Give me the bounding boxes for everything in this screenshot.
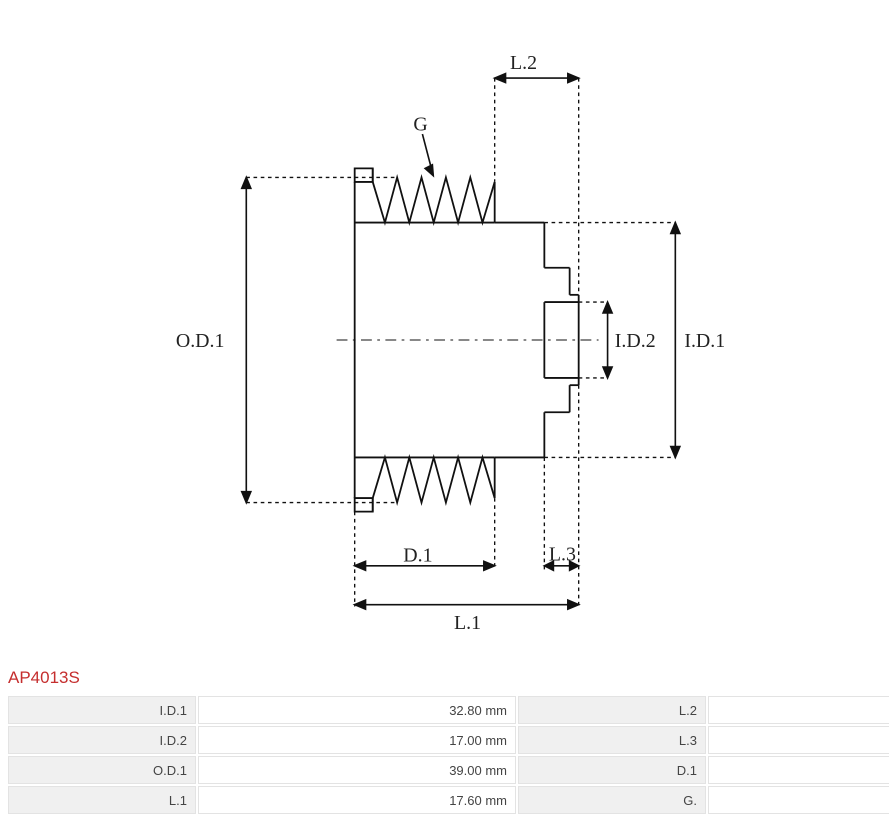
diagram-label-id2: I.D.2	[614, 330, 655, 352]
spec-value: 1 qty.	[708, 786, 889, 814]
table-row: L.1 17.60 mm G. 1 qty.	[8, 786, 889, 814]
specs-table: I.D.1 32.80 mm L.2 9.20 mm I.D.2 17.00 m…	[6, 694, 889, 816]
diagram-label-g: G	[413, 113, 427, 135]
spec-value: 32.80 mm	[198, 696, 516, 724]
spec-label: D.1	[518, 756, 706, 784]
spec-label: I.D.2	[8, 726, 196, 754]
technical-diagram: O.D.1 I.D.1 I.D.2 L.2 D.1 L.3 L.1 G	[165, 20, 725, 660]
spec-label: L.3	[518, 726, 706, 754]
spec-label: L.2	[518, 696, 706, 724]
spec-value: 9.20 mm	[708, 696, 889, 724]
table-row: O.D.1 39.00 mm D.1 10.00 mm	[8, 756, 889, 784]
spec-value: 17.00 mm	[198, 726, 516, 754]
diagram-label-od1: O.D.1	[175, 330, 224, 352]
spec-label: O.D.1	[8, 756, 196, 784]
spec-label: L.1	[8, 786, 196, 814]
technical-diagram-container: O.D.1 I.D.1 I.D.2 L.2 D.1 L.3 L.1 G	[6, 0, 883, 668]
diagram-label-d1: D.1	[403, 544, 432, 566]
table-row: I.D.2 17.00 mm L.3 2.30 mm	[8, 726, 889, 754]
spec-value: 39.00 mm	[198, 756, 516, 784]
spec-value: 17.60 mm	[198, 786, 516, 814]
spec-value: 2.30 mm	[708, 726, 889, 754]
diagram-label-id1: I.D.1	[684, 330, 725, 352]
table-row: I.D.1 32.80 mm L.2 9.20 mm	[8, 696, 889, 724]
spec-label: G.	[518, 786, 706, 814]
spec-label: I.D.1	[8, 696, 196, 724]
diagram-label-l1: L.1	[454, 612, 481, 634]
diagram-label-l3: L.3	[548, 543, 575, 565]
diagram-label-l2: L.2	[510, 52, 537, 74]
spec-value: 10.00 mm	[708, 756, 889, 784]
part-number-title: AP4013S	[8, 668, 883, 688]
